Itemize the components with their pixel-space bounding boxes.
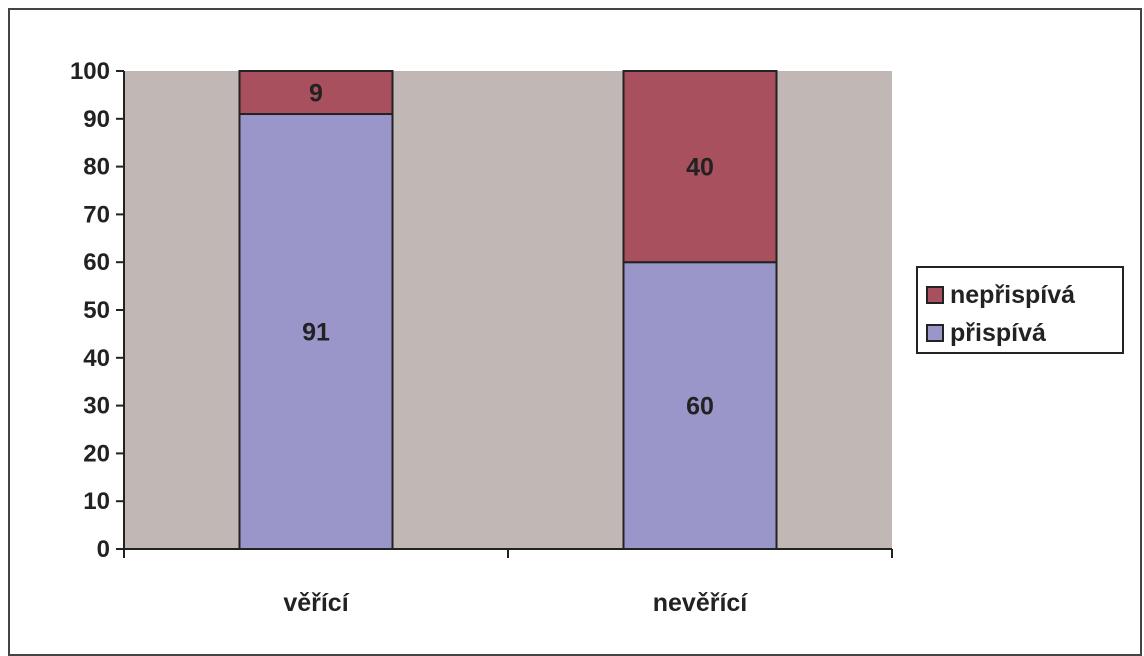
legend-item-neprispiva: nepřispívá — [926, 280, 1075, 310]
bar-segment — [238, 70, 394, 116]
x-tick-label: nevěřící — [653, 589, 749, 617]
legend-swatch-neprispiva — [926, 286, 944, 304]
data-label: 60 — [686, 393, 714, 421]
bars-layer — [238, 70, 778, 551]
legend-label-neprispiva: nepřispívá — [950, 280, 1076, 309]
y-tick-label: 10 — [83, 488, 110, 515]
x-tick-label: věřící — [283, 589, 349, 617]
bar-segment — [622, 70, 778, 264]
data-label: 40 — [686, 154, 714, 182]
y-tick-label: 100 — [70, 58, 110, 85]
legend: nepřispívá přispívá — [916, 266, 1124, 354]
y-tick-label: 60 — [83, 249, 110, 276]
y-tick-label: 40 — [83, 345, 110, 372]
data-label: 9 — [309, 80, 323, 108]
legend-swatch-prispiva — [926, 324, 944, 342]
axes-layer — [116, 70, 893, 558]
legend-label-prispiva: přispívá — [950, 318, 1046, 347]
y-tick-label: 20 — [83, 440, 110, 467]
bar-segment — [622, 261, 778, 550]
y-tick-label: 70 — [83, 201, 110, 228]
data-label: 91 — [302, 319, 330, 347]
legend-item-prispiva: přispívá — [926, 318, 1046, 348]
y-tick-label: 50 — [83, 297, 110, 324]
y-tick-label: 0 — [97, 536, 110, 563]
y-tick-label: 90 — [83, 106, 110, 133]
labels-layer: 91 9 60 40 0 10 20 30 40 50 60 70 80 90 100 věřící nevěř… — [70, 58, 748, 617]
y-tick-label: 80 — [83, 154, 110, 181]
y-tick-label: 30 — [83, 393, 110, 420]
